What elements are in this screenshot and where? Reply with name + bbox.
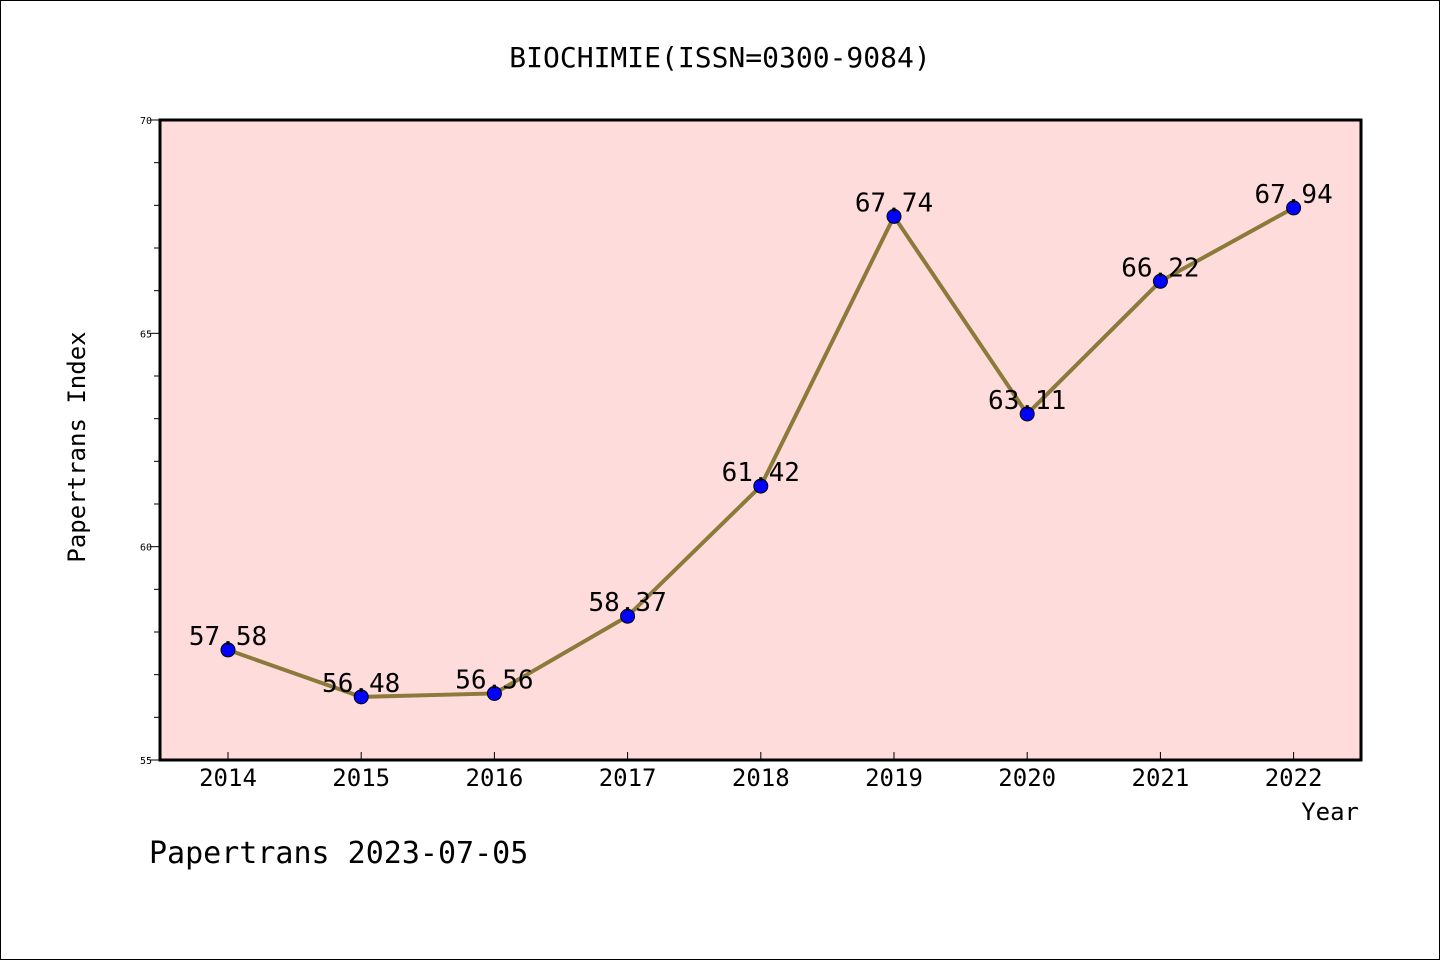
x-tick-label: 2022 bbox=[1265, 764, 1323, 792]
y-tick-label: 65 bbox=[140, 329, 152, 340]
x-tick-label: 2014 bbox=[199, 764, 257, 792]
data-label: 63.11 bbox=[988, 386, 1066, 416]
data-point bbox=[1152, 273, 1168, 289]
data-point bbox=[353, 689, 369, 705]
x-tick-label: 2016 bbox=[466, 764, 524, 792]
plot-area bbox=[158, 118, 1363, 762]
x-tick-label: 2021 bbox=[1132, 764, 1190, 792]
data-point bbox=[220, 642, 236, 658]
data-label: 58.37 bbox=[588, 588, 666, 618]
data-point bbox=[753, 478, 769, 494]
y-tick-label: 55 bbox=[140, 756, 152, 767]
data-label: 61.42 bbox=[722, 458, 800, 488]
footer-text: Papertrans 2023-07-05 bbox=[149, 836, 528, 871]
y-axis-label: Papertrans Index bbox=[63, 331, 91, 562]
data-point bbox=[620, 608, 636, 624]
x-tick-label: 2018 bbox=[732, 764, 790, 792]
data-point bbox=[886, 208, 902, 224]
data-label: 66.22 bbox=[1121, 253, 1199, 283]
y-axis-ticks: 55 60 65 70 bbox=[140, 116, 160, 767]
data-label: 56.56 bbox=[455, 665, 533, 695]
x-axis-label: Year bbox=[1301, 798, 1359, 826]
x-tick-label: 2019 bbox=[865, 764, 923, 792]
data-label: 56.48 bbox=[322, 669, 400, 699]
x-tick-label: 2017 bbox=[599, 764, 657, 792]
data-point bbox=[1019, 406, 1035, 422]
data-label: 67.74 bbox=[855, 188, 933, 218]
data-label: 67.94 bbox=[1254, 180, 1332, 210]
data-point bbox=[1286, 200, 1302, 216]
series-markers bbox=[220, 200, 1302, 705]
x-tick-label: 2020 bbox=[998, 764, 1056, 792]
x-axis-ticks: 2014 2015 2016 2017 2018 2019 2020 2021 2022 bbox=[199, 752, 1322, 792]
data-point bbox=[486, 685, 502, 701]
chart-title: BIOCHIMIE(ISSN=0300-9084) bbox=[509, 41, 930, 74]
y-tick-label: 60 bbox=[140, 543, 152, 554]
data-labels: 57.58 56.48 56.56 58.37 61.42 67.74 63.11 66.22… bbox=[189, 180, 1333, 699]
y-tick-label: 70 bbox=[140, 116, 152, 127]
x-tick-label: 2015 bbox=[332, 764, 390, 792]
data-label: 57.58 bbox=[189, 622, 267, 652]
